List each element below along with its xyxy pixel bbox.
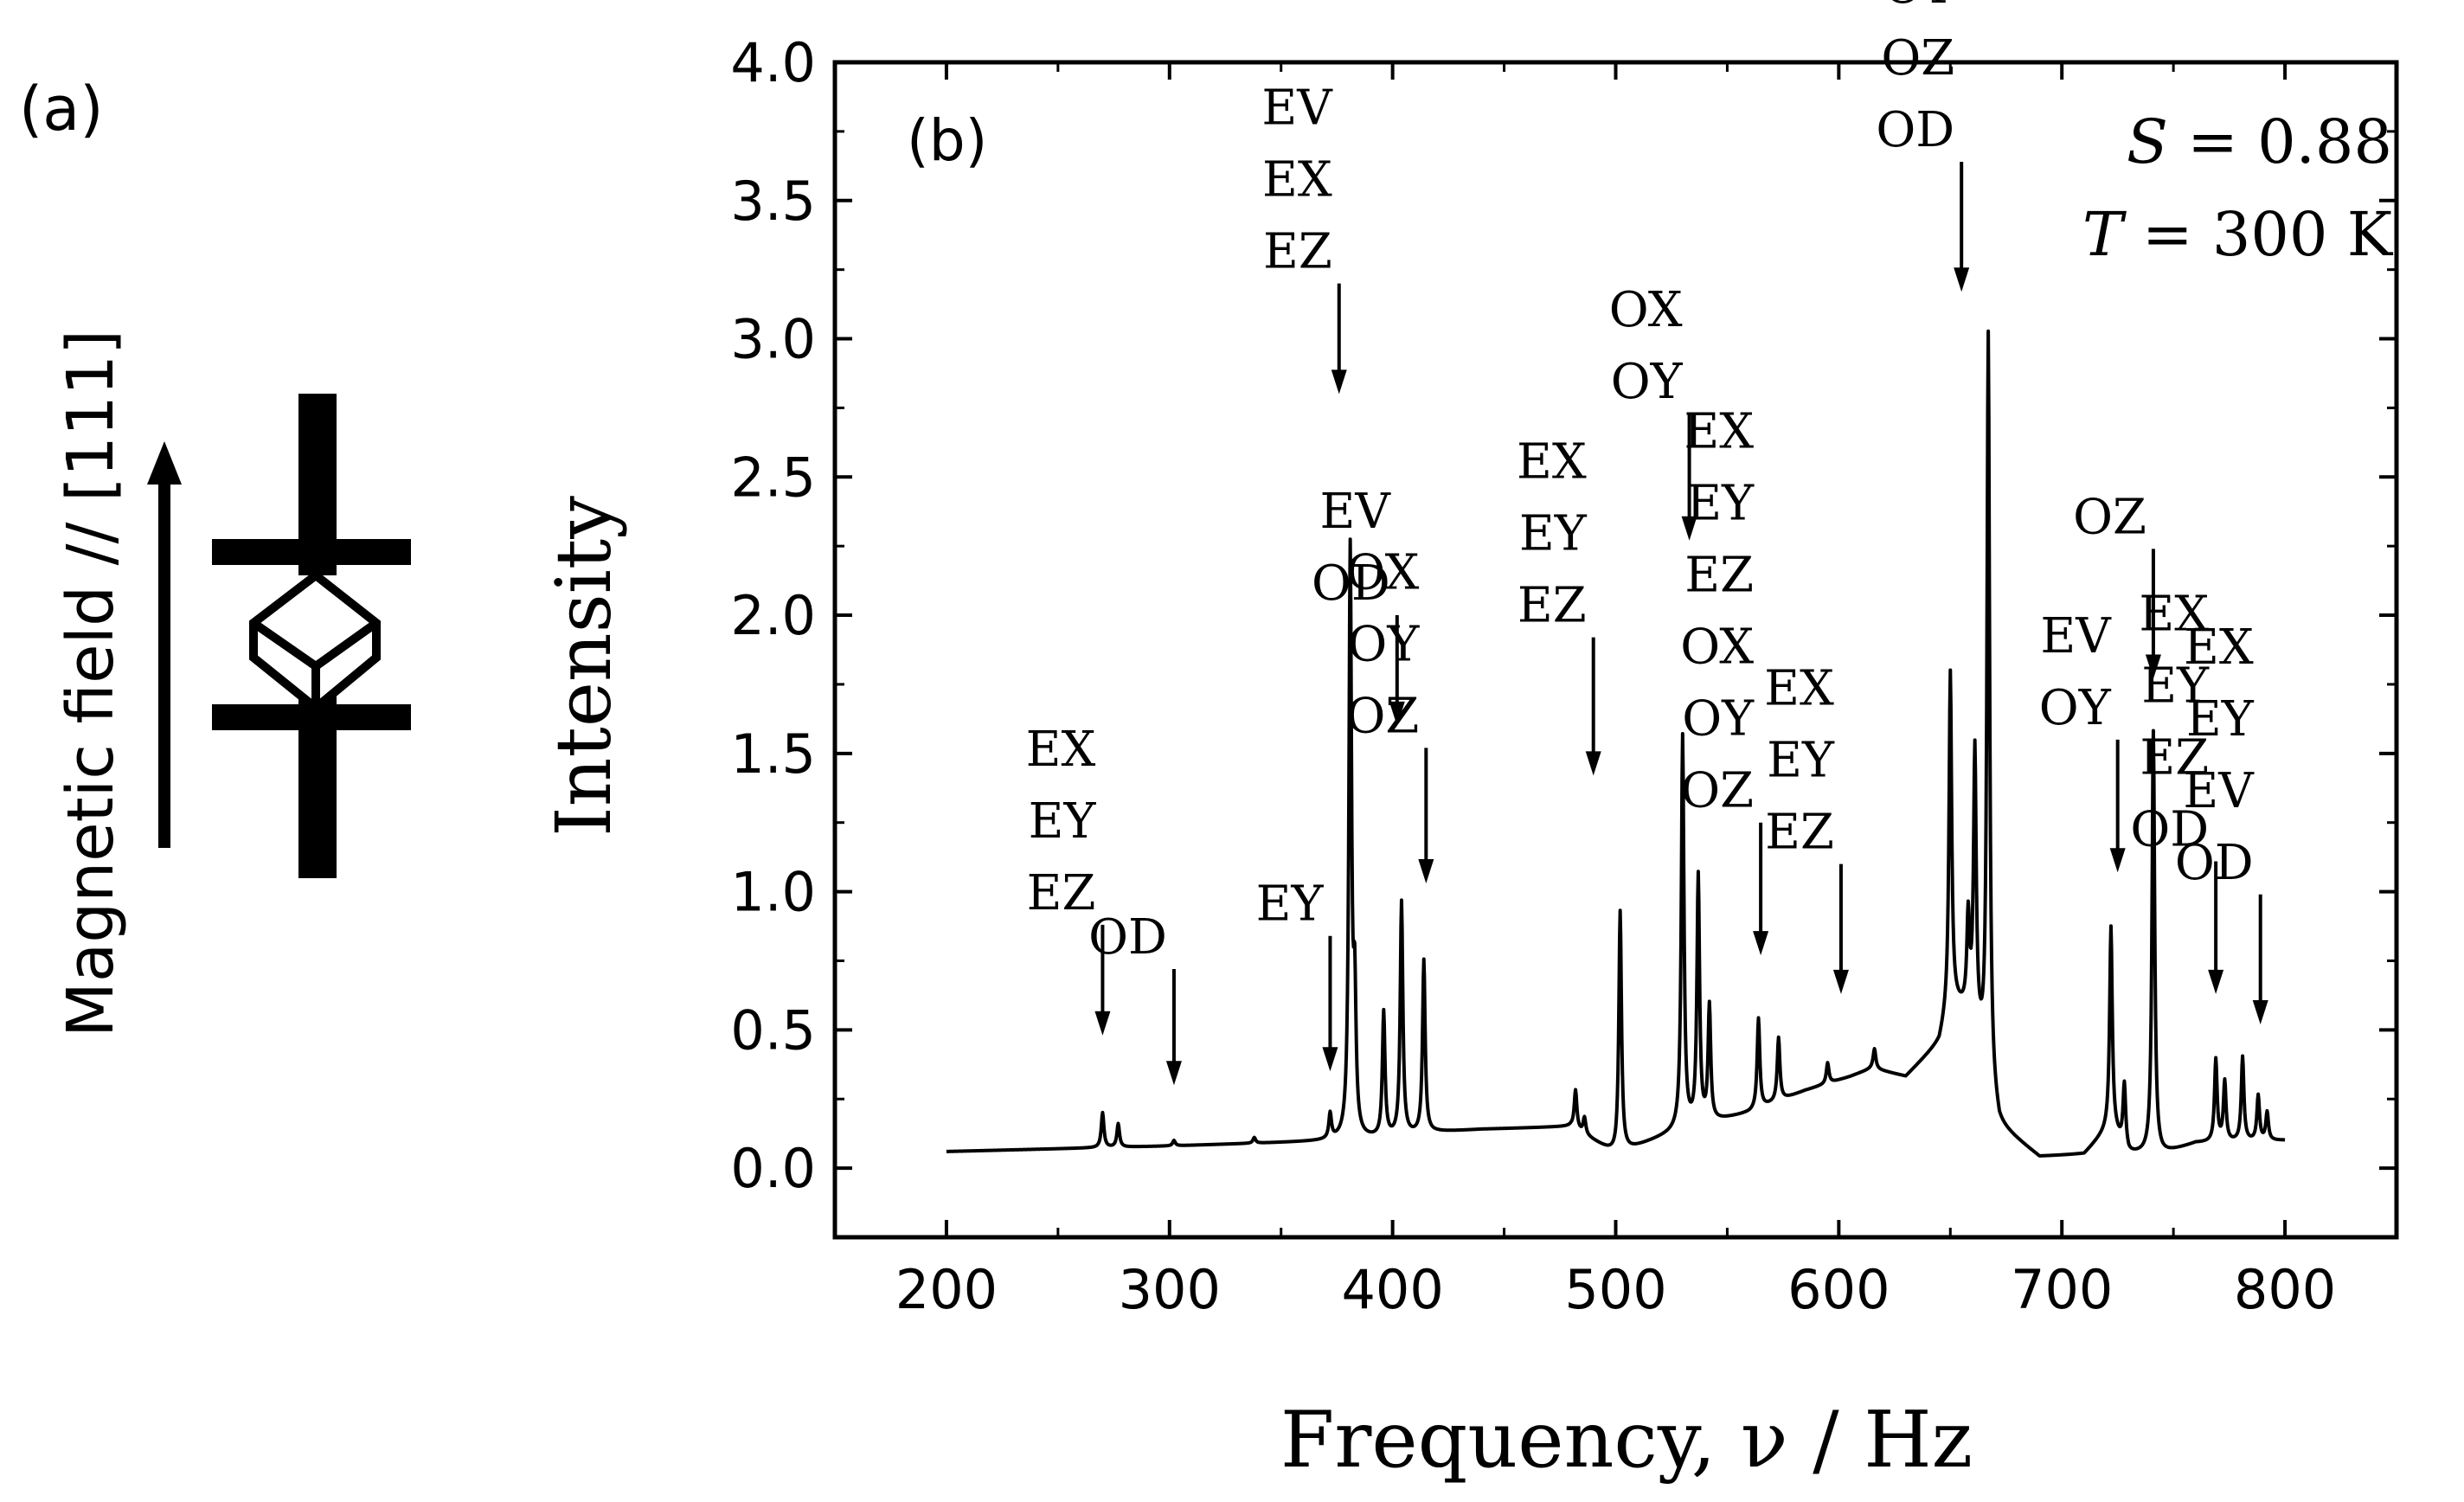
annotation-label: EX (1764, 661, 1834, 717)
annotation-label: OY (1682, 691, 1755, 748)
annotation-arrowhead (2109, 848, 2126, 873)
panel-a-diagram (147, 394, 411, 878)
annotation-arrowhead (1585, 751, 1601, 776)
legend-t: T = 300 K (2082, 199, 2394, 270)
annotation-label: EX (1026, 722, 1096, 778)
legend-s: S = 0.88 (2127, 106, 2392, 177)
y-tick-label: 2.5 (730, 446, 816, 509)
annotation-label: OZ (2073, 489, 2146, 545)
annotation-label: EZ (2140, 729, 2209, 786)
annotation-label: OY (1611, 354, 1684, 410)
legend-s-value: = 0.88 (2168, 106, 2392, 177)
legend-text: S = 0.88 T = 300 K (2082, 106, 2394, 270)
annotation-label: OY (2039, 680, 2112, 736)
annotation-arrowhead (1832, 969, 1849, 994)
annotation-label: OZ (1345, 688, 1419, 744)
annotations-group: EXEYEZODEYEVEXEZEVODOXOYOZEXEYEZOXOYEXEY… (1026, 0, 2268, 1086)
annotation-arrowhead (1681, 516, 1697, 541)
y-tick-label: 0.5 (730, 998, 816, 1062)
annotation-arrowhead (2145, 654, 2161, 679)
annotation-label: EZ (1684, 548, 1754, 604)
panel-b-label: (b) (907, 107, 987, 174)
y-tick-label: 3.0 (730, 308, 816, 371)
up-arrow-icon (147, 441, 182, 848)
y-tick-label: 3.5 (730, 170, 816, 233)
x-tick-label: 200 (895, 1258, 998, 1321)
annotation-label: OX (1609, 282, 1683, 338)
annotation-label: OD (1876, 102, 1954, 158)
tick-marks: 200 300 400 500 600 700 800 0.0 0.5 1.0 1.5 2.0 2.5 3… (730, 31, 2398, 1321)
annotation-label: EY (2186, 691, 2255, 748)
annotation-label: EV (2040, 608, 2112, 664)
annotation-label: OX (1346, 544, 1420, 600)
y-tick-label: 1.5 (730, 722, 816, 786)
y-tick-label: 4.0 (730, 31, 816, 94)
annotation-arrowhead (1165, 1061, 1182, 1086)
annotation-arrowhead (1954, 267, 1970, 292)
legend-t-var: T (2082, 199, 2127, 270)
annotation-label: EY (1686, 476, 1755, 532)
annotation-label: EV (1319, 484, 1391, 540)
annotation-label: EX (1684, 404, 1754, 460)
panel-a: (a) Magnetic field // [111] (0, 0, 519, 1502)
annotation-label: OD (1312, 555, 1390, 612)
annotation-label: OY (1883, 0, 1955, 15)
annotation-label: EZ (1027, 865, 1096, 921)
annotation-arrowhead (1389, 701, 1405, 726)
annotation-label: EY (2141, 658, 2210, 714)
panel-a-label: (a) (19, 74, 104, 144)
annotation-arrowhead (1331, 369, 1347, 395)
annotation-label: EX (1262, 152, 1332, 209)
annotation-label: OD (2175, 835, 2254, 891)
y-axis-title: Intensity (539, 496, 628, 837)
x-tick-label: 300 (1119, 1258, 1221, 1321)
annotation-label: EV (1261, 80, 1333, 137)
legend-s-var: S (2127, 106, 2168, 177)
annotation-label: EV (2183, 763, 2255, 819)
annotation-label: OX (1680, 619, 1754, 676)
annotation-arrowhead (1418, 859, 1434, 884)
crystal-sample-icon (212, 394, 411, 878)
annotation-label: OD (1088, 909, 1167, 966)
annotation-label: OZ (1680, 763, 1754, 819)
y-tick-label: 0.0 (730, 1137, 816, 1200)
annotation-arrowhead (2252, 999, 2268, 1024)
annotation-label: EY (1767, 733, 1835, 789)
x-tick-label: 400 (1341, 1258, 1443, 1321)
x-axis-title: Frequency, ν / Hz (1280, 1395, 1973, 1486)
y-tick-label: 1.0 (730, 861, 816, 924)
annotation-label: EX (2184, 619, 2254, 676)
annotation-label: EX (2139, 586, 2209, 642)
x-tick-label: 800 (2234, 1258, 2336, 1321)
annotation-label: EZ (1518, 578, 1587, 634)
annotation-label: EX (1517, 434, 1587, 491)
annotation-arrowhead (1094, 1011, 1111, 1036)
annotation-label: EY (1029, 793, 1097, 850)
annotation-label: OD (2130, 801, 2209, 857)
annotation-arrowhead (1322, 1047, 1338, 1072)
annotation-arrowhead (1753, 931, 1769, 956)
y-tick-label: 2.0 (730, 584, 816, 647)
annotation-label: EY (1256, 876, 1325, 933)
x-tick-label: 700 (2011, 1258, 2113, 1321)
series-group (945, 329, 2287, 1158)
annotation-arrowhead (2208, 969, 2224, 994)
annotation-label: EZ (1263, 224, 1332, 280)
x-tick-label: 500 (1564, 1258, 1666, 1321)
annotation-label: EY (1519, 506, 1588, 562)
x-tick-label: 600 (1787, 1258, 1890, 1321)
spectrum-line (945, 329, 2287, 1158)
legend-t-value: = 300 K (2123, 199, 2394, 270)
annotation-label: EZ (1765, 805, 1834, 861)
annotation-label: OY (1347, 616, 1420, 672)
annotation-label: OZ (1881, 30, 1954, 87)
